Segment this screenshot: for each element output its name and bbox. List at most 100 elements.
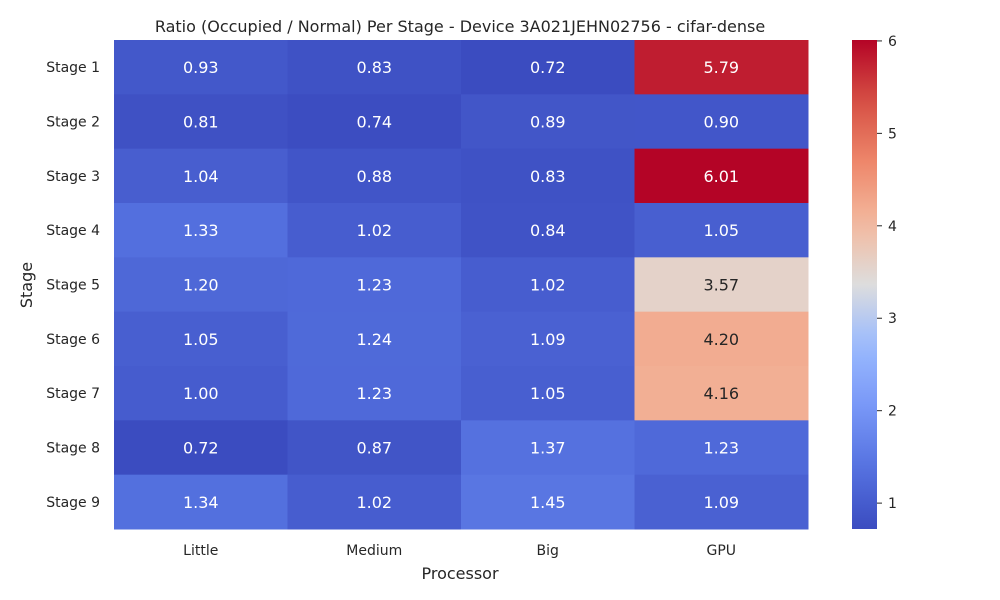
colorbar-ticks: 1 2 3 4 5 6 <box>877 34 897 512</box>
heatmap-cells: 0.93 0.83 0.72 5.79 0.81 0.74 0.89 0.90 1.04 0.88… <box>114 40 809 530</box>
x-tick-label: Little <box>183 543 218 559</box>
cell-value-label: 0.83 <box>356 58 392 77</box>
heatmap-cell <box>461 94 635 150</box>
cell-value-label: 4.20 <box>703 330 739 349</box>
cell-value-label: 1.05 <box>183 330 219 349</box>
heatmap-cell <box>114 148 288 204</box>
heatmap-cell <box>114 203 288 258</box>
cell-value-label: 0.87 <box>356 439 392 458</box>
colorbar-tick-label: 1 <box>888 496 897 512</box>
cell-value-label: 1.02 <box>356 221 392 240</box>
colorbar-tick-label: 6 <box>888 34 897 50</box>
x-tick-label: GPU <box>706 543 736 559</box>
cell-value-label: 1.23 <box>703 439 739 458</box>
cell-value-label: 1.23 <box>356 276 392 295</box>
heatmap-cell <box>461 203 635 258</box>
y-tick-label: Stage 1 <box>46 60 100 76</box>
cell-value-label: 0.74 <box>356 113 392 132</box>
heatmap-cell <box>634 474 809 530</box>
y-axis-label: Stage <box>17 262 36 308</box>
x-tick-labels: Little Medium Big GPU <box>183 543 736 559</box>
heatmap-cell <box>287 94 462 150</box>
heatmap-cell <box>461 40 635 95</box>
y-tick-labels: Stage 1 Stage 2 Stage 3 Stage 4 Stage 5 Stage… <box>46 60 100 511</box>
cell-value-label: 1.02 <box>530 276 566 295</box>
heatmap-cell <box>114 40 288 95</box>
heatmap-cell <box>634 94 809 150</box>
cell-value-label: 1.09 <box>530 330 566 349</box>
heatmap-cell <box>114 311 288 367</box>
heatmap-cell <box>287 474 462 530</box>
cell-value-label: 0.88 <box>356 167 392 186</box>
heatmap-cell <box>634 366 809 421</box>
cell-value-label: 1.24 <box>356 330 392 349</box>
cell-value-label: 0.93 <box>183 58 219 77</box>
colorbar-tick-label: 2 <box>888 404 897 420</box>
heatmap-cell <box>634 40 809 95</box>
cell-value-label: 3.57 <box>703 276 739 295</box>
cell-value-label: 0.72 <box>183 439 219 458</box>
heatmap-cell <box>461 148 635 204</box>
heatmap-cell <box>461 311 635 367</box>
heatmap-cell <box>287 366 462 421</box>
x-axis-label: Processor <box>421 564 498 583</box>
heatmap-cell <box>634 420 809 476</box>
heatmap-cell <box>287 311 462 367</box>
cell-value-label: 1.09 <box>703 493 739 512</box>
heatmap-cell <box>634 311 809 367</box>
cell-value-label: 0.84 <box>530 221 566 240</box>
x-tick-label: Big <box>537 543 559 559</box>
y-tick-label: Stage 3 <box>46 169 100 185</box>
cell-value-label: 1.37 <box>530 439 566 458</box>
heatmap-cell <box>461 366 635 421</box>
cell-value-label: 0.72 <box>530 58 566 77</box>
cell-value-label: 1.33 <box>183 221 219 240</box>
heatmap-cell <box>461 474 635 530</box>
cell-value-label: 0.81 <box>183 113 219 132</box>
y-tick-label: Stage 8 <box>46 441 100 457</box>
cell-value-label: 0.83 <box>530 167 566 186</box>
heatmap-cell <box>287 203 462 258</box>
cell-value-label: 1.23 <box>356 384 392 403</box>
cell-value-label: 1.04 <box>183 167 219 186</box>
cell-value-label: 1.45 <box>530 493 566 512</box>
heatmap-cell <box>287 40 462 95</box>
heatmap-cell <box>114 94 288 150</box>
heatmap-cell <box>114 474 288 530</box>
cell-value-label: 1.34 <box>183 493 219 512</box>
colorbar-tick-label: 5 <box>888 126 897 142</box>
heatmap-cell <box>634 148 809 204</box>
y-tick-label: Stage 9 <box>46 495 100 511</box>
heatmap-cell <box>114 366 288 421</box>
cell-value-label: 5.79 <box>703 58 739 77</box>
heatmap-cell <box>461 257 635 313</box>
heatmap-cell <box>634 203 809 258</box>
colorbar <box>852 40 877 529</box>
cell-value-label: 1.05 <box>530 384 566 403</box>
cell-value-label: 1.00 <box>183 384 219 403</box>
heatmap-cell <box>114 257 288 313</box>
cell-value-label: 0.89 <box>530 113 566 132</box>
heatmap-cell <box>634 257 809 313</box>
heatmap-cell <box>461 420 635 476</box>
cell-value-label: 1.02 <box>356 493 392 512</box>
y-tick-label: Stage 6 <box>46 332 100 348</box>
y-tick-label: Stage 7 <box>46 386 100 402</box>
cell-value-label: 6.01 <box>703 167 739 186</box>
heatmap-cell <box>287 257 462 313</box>
x-tick-label: Medium <box>346 543 402 559</box>
heatmap-cell <box>287 420 462 476</box>
cell-value-label: 0.90 <box>703 113 739 132</box>
heatmap-cell <box>114 420 288 476</box>
cell-value-label: 1.05 <box>703 221 739 240</box>
y-tick-label: Stage 2 <box>46 115 100 131</box>
y-tick-label: Stage 5 <box>46 278 100 294</box>
y-tick-label: Stage 4 <box>46 223 100 239</box>
chart-title: Ratio (Occupied / Normal) Per Stage - De… <box>155 17 765 36</box>
heatmap-cell <box>287 148 462 204</box>
colorbar-tick-label: 3 <box>888 311 897 327</box>
colorbar-tick-label: 4 <box>888 219 897 235</box>
cell-value-label: 1.20 <box>183 276 219 295</box>
cell-value-label: 4.16 <box>703 384 739 403</box>
